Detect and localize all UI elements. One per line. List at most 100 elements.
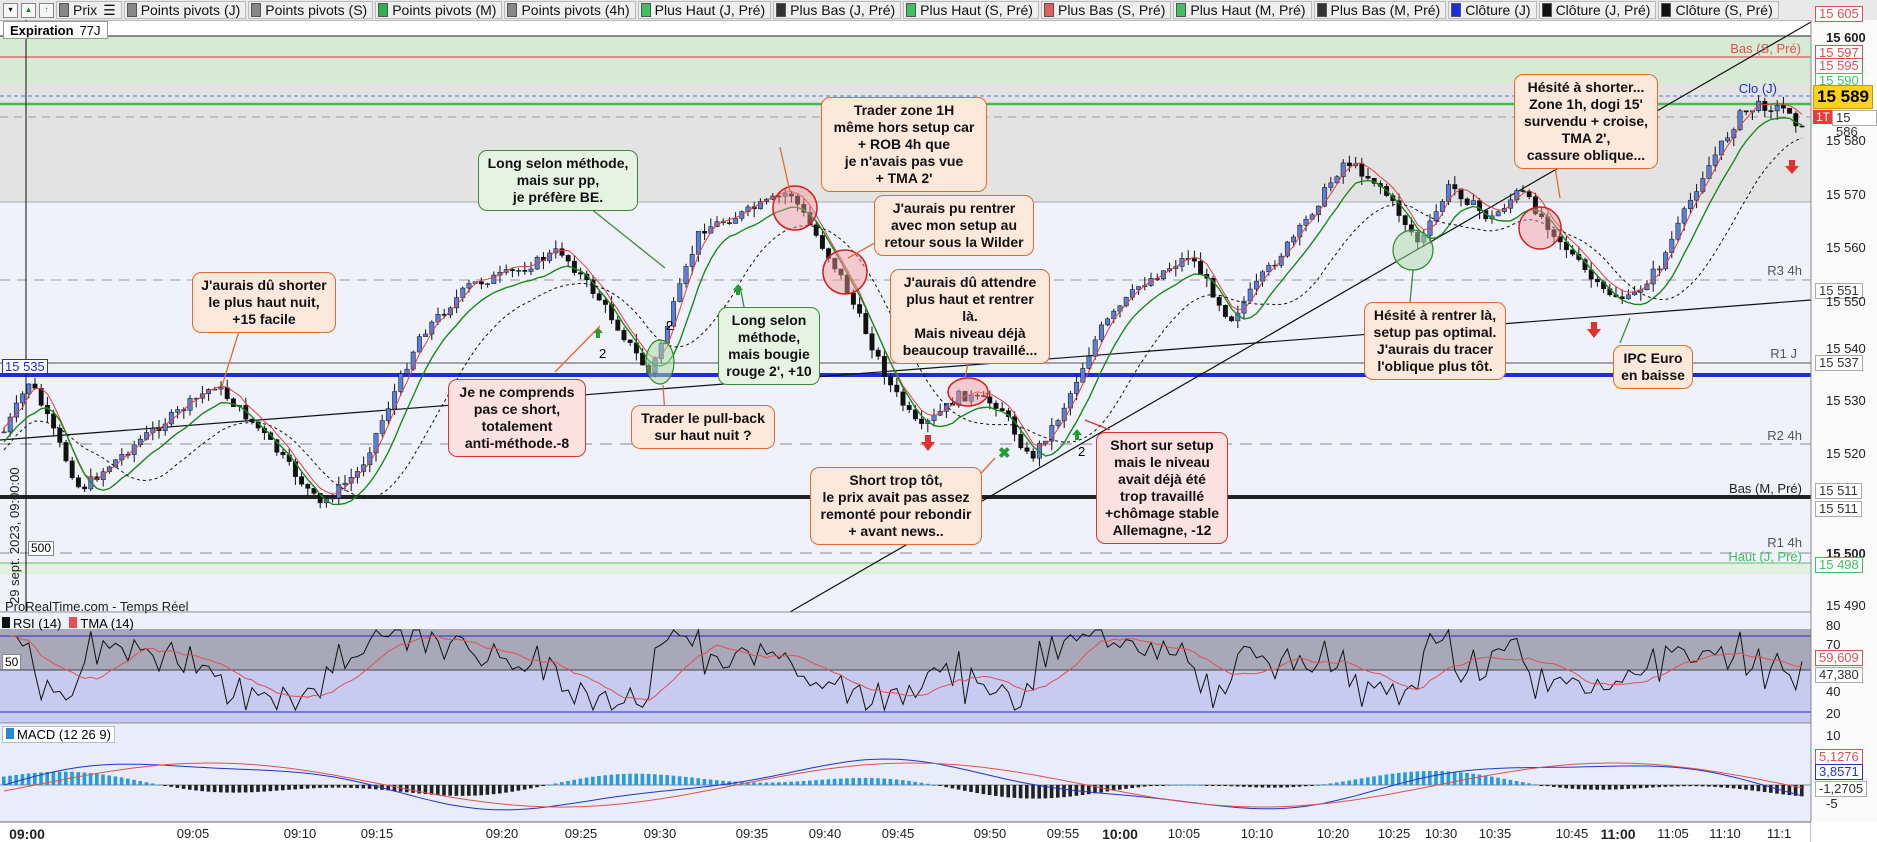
- macd-bar: [256, 785, 260, 792]
- macd-bar: [299, 785, 304, 789]
- candle-body: [1247, 288, 1253, 302]
- macd-bar: [1093, 785, 1097, 794]
- macd-bar: [1173, 784, 1178, 786]
- macd-bar: [157, 784, 161, 786]
- macd-bar: [293, 785, 297, 790]
- candle-body: [578, 272, 584, 275]
- macd-bar: [2, 776, 6, 785]
- last-price-tag: 15 589: [1813, 85, 1873, 109]
- candle-body: [1632, 291, 1638, 295]
- macd-bar: [932, 784, 936, 786]
- toolbar-item-bas-m[interactable]: Plus Bas (M, Pré): [1313, 1, 1447, 19]
- candle-body: [900, 391, 906, 406]
- arrow-up-icon[interactable]: ↑: [39, 2, 54, 18]
- macd-bar: [1508, 779, 1513, 785]
- toolbar-item-haut-s[interactable]: Plus Haut (S, Pré): [903, 1, 1039, 19]
- macd-bar: [1589, 785, 1593, 790]
- candle-body: [1787, 107, 1793, 114]
- macd-bar: [1124, 785, 1128, 789]
- macd-bar: [938, 785, 942, 787]
- candle-body: [1774, 105, 1780, 112]
- candle-body: [565, 255, 571, 262]
- toolbar-item-haut-j[interactable]: Plus Haut (J, Pré): [637, 1, 772, 19]
- candle-body: [13, 402, 19, 418]
- macd-bar: [547, 784, 552, 786]
- macd-bar: [690, 777, 694, 785]
- candle-body: [844, 274, 850, 294]
- time-label: 11:05: [1657, 826, 1689, 841]
- macd-bar: [1279, 785, 1283, 788]
- candle-body: [218, 387, 224, 390]
- macd-bar: [1105, 785, 1110, 792]
- candle-body: [280, 451, 286, 456]
- time-label: 09:15: [360, 826, 394, 841]
- macd-bar: [175, 785, 180, 788]
- candle-body: [230, 398, 236, 407]
- macd-bar: [770, 782, 775, 785]
- macd-bar: [1601, 785, 1606, 790]
- note-shorter-haut-nuit: J'aurais dû shorter le plus haut nuit, +…: [192, 272, 336, 333]
- macd-bar: [268, 785, 273, 792]
- candle-body: [1780, 105, 1786, 109]
- candle-body: [1706, 165, 1712, 179]
- macd-bar: [491, 785, 496, 795]
- toolbar-item-cloture-j[interactable]: Clôture (J): [1448, 1, 1537, 19]
- macd-bar: [1018, 785, 1023, 799]
- expiration-badge[interactable]: Expiration 77J: [3, 21, 108, 39]
- macd-bar: [963, 785, 967, 791]
- macd-bar: [1118, 785, 1122, 790]
- macd-bar: [1713, 785, 1717, 787]
- macd-bar: [1056, 785, 1060, 798]
- toolbar-item-bas-j[interactable]: Plus Bas (J, Pré): [773, 1, 902, 19]
- macd-bar: [467, 785, 471, 796]
- candle-body: [1340, 162, 1346, 177]
- candle-body: [1514, 190, 1520, 201]
- macd-bar: [1031, 785, 1035, 799]
- macd-bar: [1477, 774, 1482, 785]
- macd-bar: [801, 781, 806, 785]
- toolbar-item-cloture-s-pre[interactable]: Clôture (S, Pré): [1658, 1, 1779, 19]
- tma-curve: [3, 102, 1803, 495]
- macd-bar: [33, 772, 37, 785]
- macd-bar: [1316, 784, 1320, 786]
- candle-body: [336, 484, 342, 499]
- macd-bar: [863, 777, 868, 785]
- macd-bar: [76, 772, 80, 785]
- macd-bar: [1632, 785, 1637, 789]
- macd-bar: [349, 785, 353, 788]
- toolbar-item-bas-s[interactable]: Plus Bas (S, Pré): [1040, 1, 1172, 19]
- macd-bar: [659, 774, 663, 785]
- candle-body: [373, 433, 379, 454]
- candle-body: [1737, 110, 1743, 130]
- macd-bar: [1527, 783, 1531, 785]
- toolbar-item-haut-m[interactable]: Plus Haut (M, Pré): [1173, 1, 1312, 19]
- toolbar-item-pivots-4h[interactable]: Points pivots (4h): [504, 1, 636, 19]
- toolbar-item-pivots-m[interactable]: Points pivots (M): [375, 1, 503, 19]
- candle-body: [627, 339, 633, 343]
- candle-body: [1328, 182, 1334, 188]
- time-label: 09:45: [881, 826, 915, 841]
- candle-count: 2: [1078, 444, 1086, 459]
- candle-body: [354, 471, 360, 478]
- macd-bar: [832, 778, 837, 785]
- candle-body: [175, 409, 181, 413]
- candle-body: [999, 408, 1005, 411]
- toolbar-item-pivots-j[interactable]: Points pivots (J): [123, 1, 247, 19]
- candle-body: [1464, 198, 1470, 206]
- macd-bar: [1322, 784, 1327, 786]
- macd-bar: [566, 780, 570, 785]
- macd-bar: [1155, 785, 1159, 786]
- grow-icon[interactable]: ▲: [21, 2, 36, 18]
- price-tag: 15 605: [1815, 6, 1863, 22]
- macd-bar: [1793, 785, 1798, 796]
- macd-value-tag: -1,2705: [1815, 781, 1868, 797]
- toolbar-item-prix[interactable]: Prix ☰: [56, 1, 122, 19]
- chart-menu-icon[interactable]: ▾: [3, 2, 18, 18]
- macd-bar: [1229, 785, 1234, 787]
- candle-body: [1402, 215, 1408, 225]
- macd-bar: [1149, 785, 1153, 787]
- toolbar-item-pivots-s[interactable]: Points pivots (S): [248, 1, 374, 19]
- macd-bar: [1800, 785, 1804, 797]
- list-icon[interactable]: ☰: [103, 1, 116, 18]
- toolbar-item-cloture-j-pre[interactable]: Clôture (J, Pré): [1538, 1, 1657, 19]
